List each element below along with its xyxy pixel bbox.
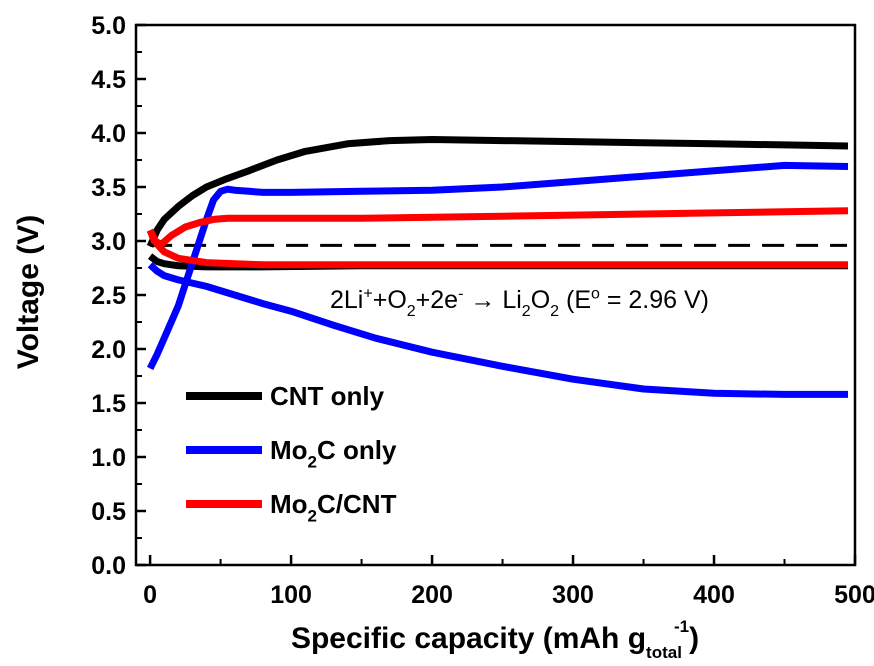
text-run: C only <box>317 435 397 465</box>
legend-label-2: Mo2C only <box>270 435 397 471</box>
x-tick-label: 400 <box>693 581 735 609</box>
y-tick-label: 0.5 <box>91 498 126 526</box>
x-axis-title-close: ) <box>689 622 699 655</box>
y-tick-label: 1.5 <box>91 390 126 418</box>
text-run: 2 <box>522 303 531 320</box>
y-tick-label: 2.0 <box>91 336 126 364</box>
y-tick-label: 1.0 <box>91 444 126 472</box>
y-axis-title: Voltage (V) <box>12 215 45 369</box>
y-tick-label: 2.5 <box>91 282 126 310</box>
series-2-discharge-curve <box>150 265 848 395</box>
x-axis-title: Specific capacity (mAh gtotal -1) <box>291 617 699 662</box>
text-run: 2Li <box>330 286 363 314</box>
series-3-charge-curve <box>150 211 848 244</box>
y-tick-label: 3.5 <box>91 174 126 202</box>
text-run: O <box>531 286 550 314</box>
text-run: 2 <box>550 303 559 320</box>
x-axis-title-sup: -1 <box>674 617 689 636</box>
text-run: Mo <box>270 435 308 465</box>
x-tick-label: 300 <box>552 581 594 609</box>
legend-label-1: CNT only <box>270 381 385 411</box>
text-run: (E <box>559 286 591 314</box>
text-run: 2 <box>308 506 317 525</box>
text-run: → Li <box>463 286 521 314</box>
text-run: = 2.96 V) <box>600 286 709 314</box>
x-tick-label: 0 <box>143 581 157 609</box>
text-run: + <box>363 286 372 303</box>
series-layer <box>150 140 848 395</box>
text-run: C/CNT <box>317 489 397 519</box>
x-tick-label: 200 <box>411 581 453 609</box>
y-tick-label: 4.0 <box>91 120 126 148</box>
legend-label-3: Mo2C/CNT <box>270 489 397 525</box>
series-3-discharge-curve <box>150 230 848 265</box>
x-axis-title-sub: total <box>646 643 682 662</box>
x-tick-label: 500 <box>834 581 874 609</box>
x-axis-title-main: Specific capacity (mAh g <box>291 622 646 655</box>
y-tick-label: 5.0 <box>91 12 126 40</box>
text-run: +O <box>373 286 407 314</box>
text-run: 2 <box>308 452 317 471</box>
text-run: Mo <box>270 489 308 519</box>
y-tick-label: 3.0 <box>91 228 126 256</box>
text-run: o <box>591 286 600 303</box>
text-run: 2 <box>407 303 416 320</box>
text-run: +2e <box>416 286 458 314</box>
y-tick-label: 0.0 <box>91 552 126 580</box>
text-run: CNT only <box>270 381 385 411</box>
reaction-annotation: 2Li++O2+2e- → Li2O2 (Eo = 2.96 V) <box>330 286 709 321</box>
x-tick-label: 100 <box>270 581 312 609</box>
y-tick-label: 4.5 <box>91 66 126 94</box>
